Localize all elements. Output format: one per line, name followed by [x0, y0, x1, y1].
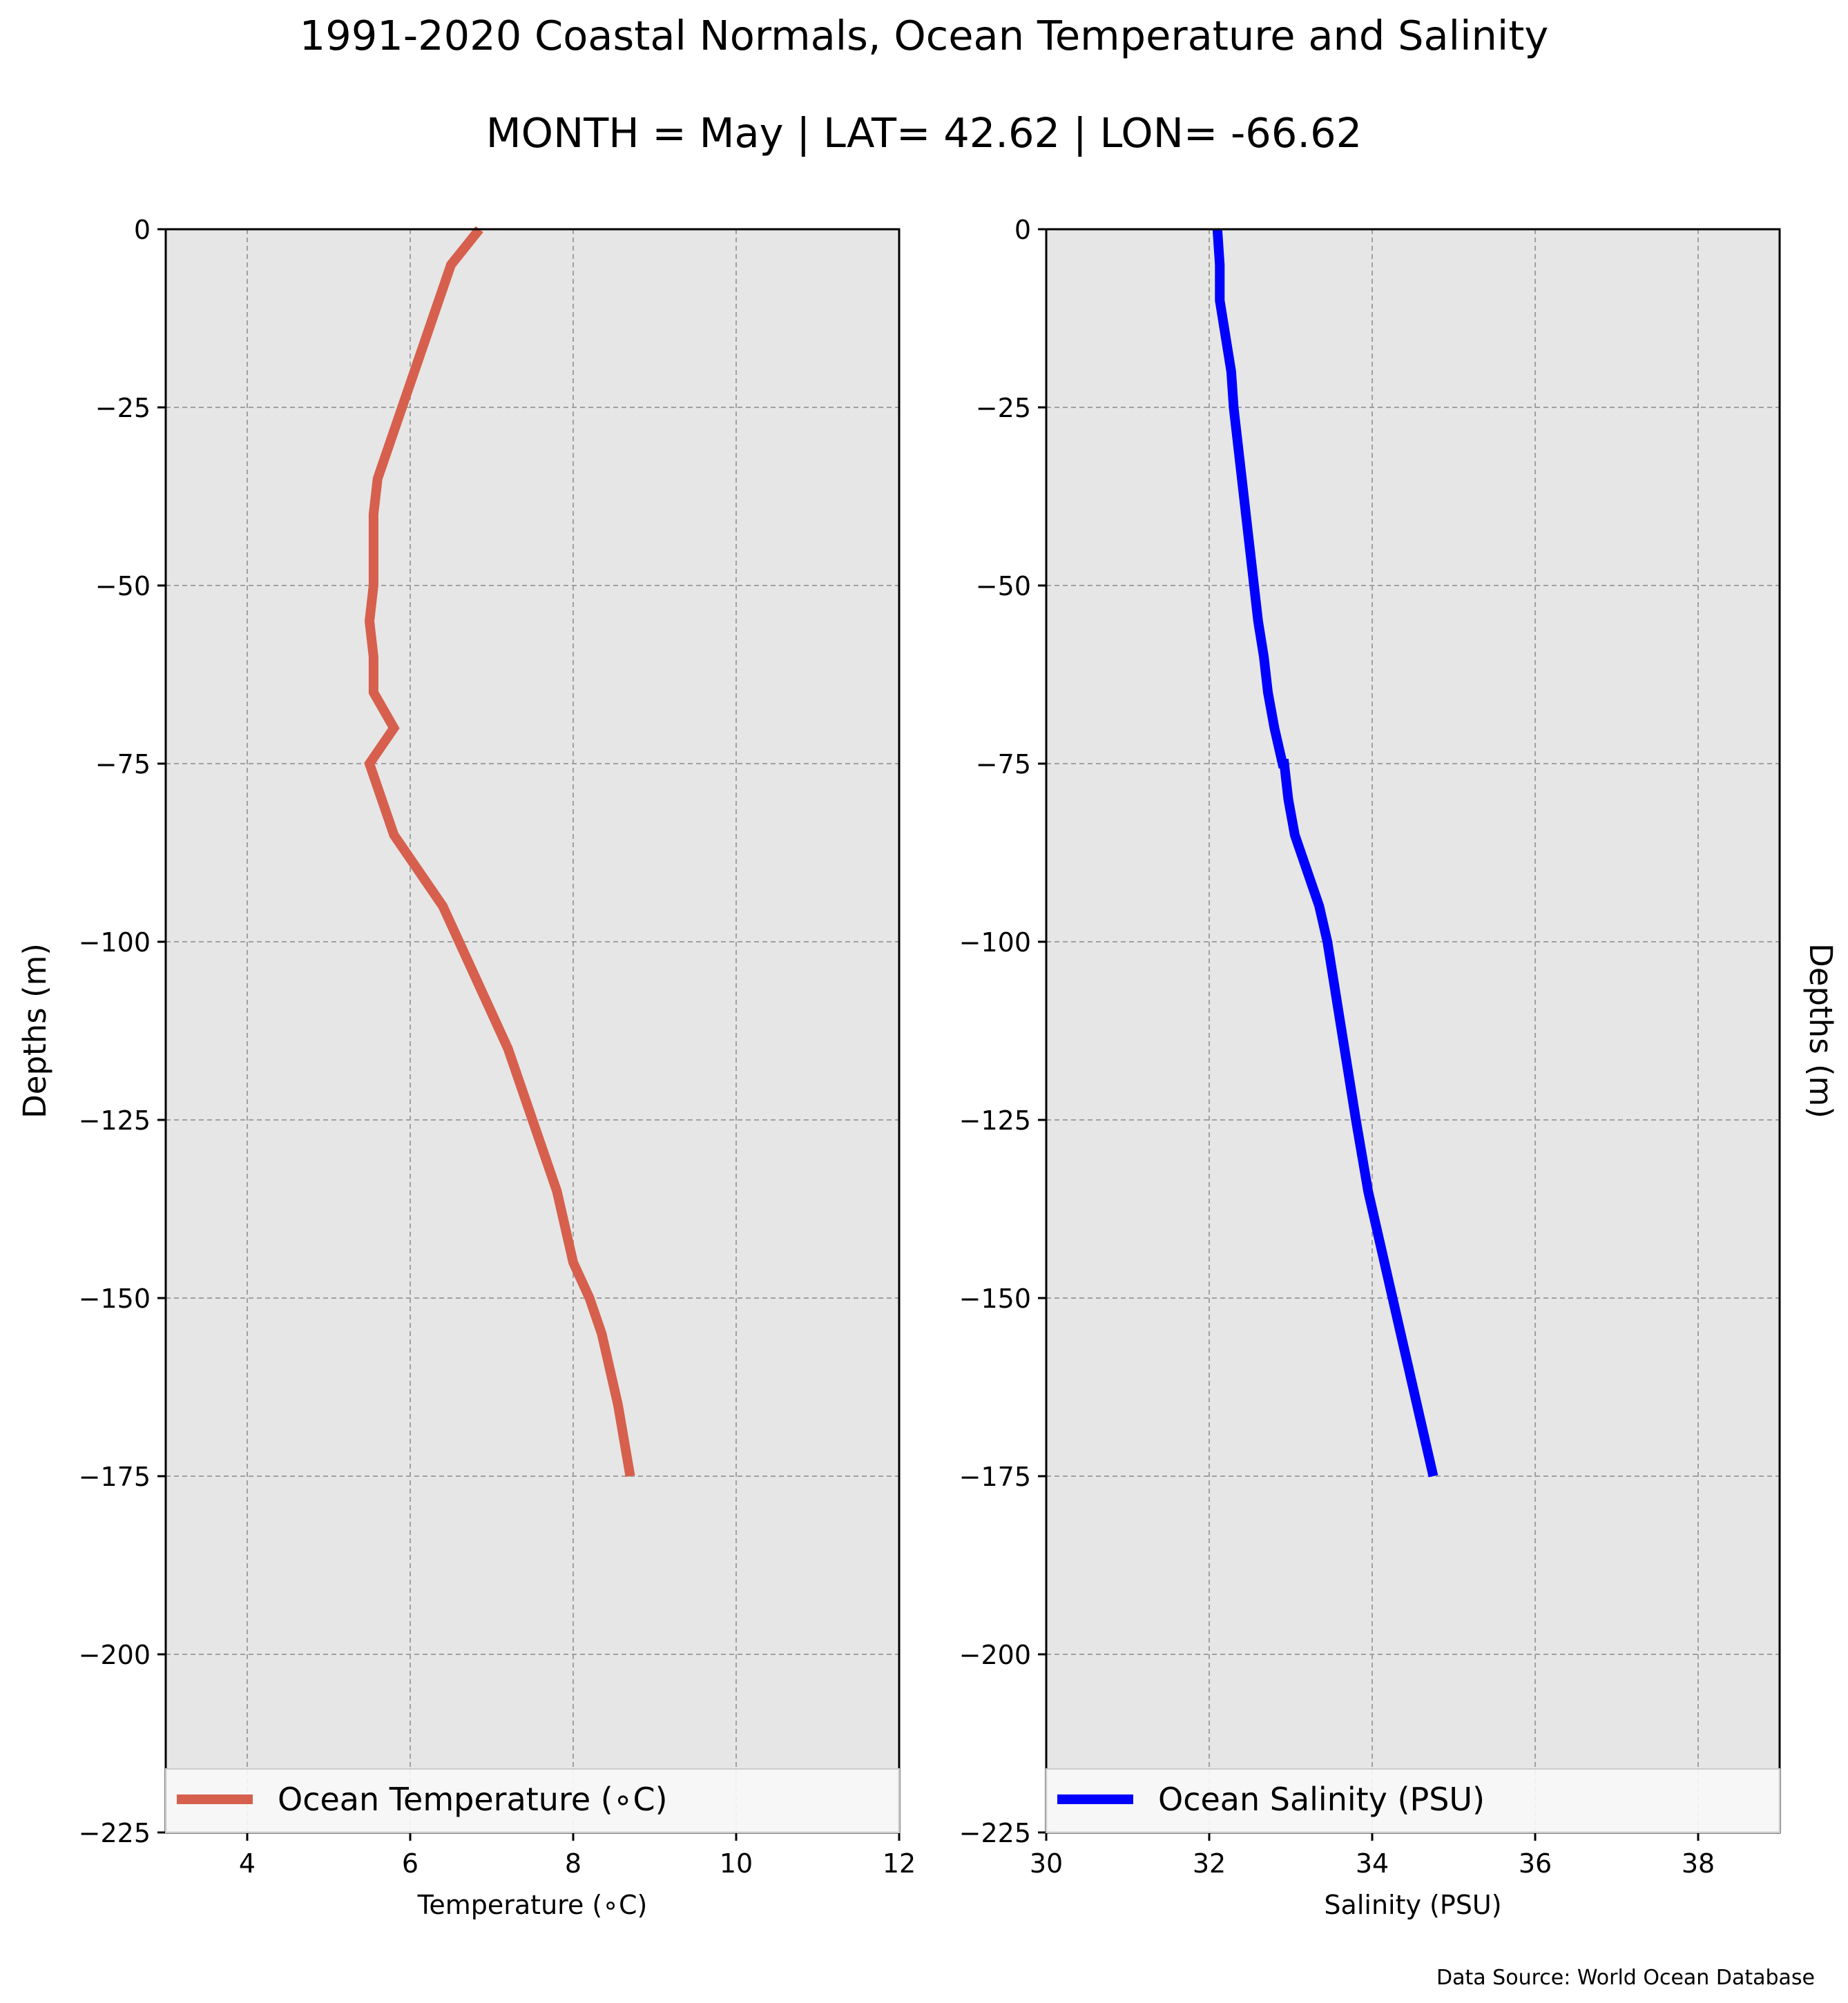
salinity-x-axis-label: Salinity (PSU) [1324, 1890, 1501, 1920]
sal-y-tick-label: −75 [976, 749, 1031, 780]
temp-y-tick-label: 0 [134, 215, 151, 245]
salinity-y-ticks: 0 −25 −50 −75 −100 −125 −150 −175 −200 −225 [959, 215, 1046, 1848]
salinity-legend: Ocean Salinity (PSU) [1046, 1768, 1780, 1833]
temperature-panel: 4 6 8 10 12 0 −25 −50 −75 −100 −125 −150 −175 −200 −2… [17, 215, 916, 1920]
temp-y-tick-label: −125 [79, 1105, 151, 1136]
temp-y-tick-label: −225 [79, 1818, 151, 1848]
temp-x-tick-label: 4 [239, 1848, 256, 1879]
temp-x-tick-label: 12 [883, 1848, 916, 1879]
salinity-plot-area [1046, 229, 1780, 1832]
temp-y-tick-label: −100 [79, 927, 151, 958]
chart-subtitle: MONTH = May | LAT= 42.62 | LON= -66.62 [486, 109, 1362, 157]
sal-y-tick-label: −225 [959, 1818, 1031, 1848]
temperature-legend-box [165, 1768, 900, 1833]
salinity-y-axis-label: Depths (m) [1802, 943, 1839, 1119]
temperature-legend-label: Ocean Temperature (∘C) [278, 1781, 668, 1818]
salinity-x-ticks: 30 32 34 36 38 [1030, 1832, 1715, 1879]
sal-x-tick-label: 32 [1193, 1848, 1226, 1879]
sal-x-tick-label: 38 [1682, 1848, 1715, 1879]
sal-y-tick-label: 0 [1014, 215, 1031, 245]
salinity-series-line [1212, 229, 1438, 1478]
temperature-x-axis-label: Temperature (∘C) [417, 1890, 648, 1920]
sal-x-tick-label: 30 [1030, 1848, 1063, 1879]
sal-y-tick-label: −175 [959, 1462, 1031, 1492]
temp-y-tick-label: −50 [95, 571, 151, 601]
temp-x-tick-label: 10 [720, 1848, 753, 1879]
sal-y-tick-label: −125 [959, 1105, 1031, 1136]
temp-y-tick-label: −200 [79, 1640, 151, 1670]
temp-y-tick-label: −25 [95, 393, 151, 423]
data-source-note: Data Source: World Ocean Database [1436, 1966, 1815, 1990]
temperature-y-axis-label: Depths (m) [17, 943, 53, 1119]
sal-y-tick-label: −200 [959, 1640, 1031, 1670]
temperature-series-line [364, 226, 635, 1478]
temp-y-tick-label: −175 [79, 1462, 151, 1492]
salinity-legend-box [1046, 1768, 1780, 1833]
sal-x-tick-label: 34 [1356, 1848, 1389, 1879]
temperature-plot-area [166, 229, 899, 1832]
temperature-y-ticks: 0 −25 −50 −75 −100 −125 −150 −175 −200 −225 [79, 215, 166, 1848]
salinity-legend-label: Ocean Salinity (PSU) [1158, 1781, 1485, 1818]
temp-y-tick-label: −150 [79, 1284, 151, 1314]
chart-title: 1991-2020 Coastal Normals, Ocean Tempera… [300, 12, 1549, 59]
temperature-x-ticks: 4 6 8 10 12 [239, 1832, 916, 1879]
sal-x-tick-label: 36 [1519, 1848, 1552, 1879]
temp-x-tick-label: 8 [565, 1848, 581, 1879]
sal-y-tick-label: −25 [976, 393, 1031, 423]
temp-y-tick-label: −75 [95, 749, 151, 780]
salinity-panel: 30 32 34 36 38 0 −25 −50 −75 −100 −125 −150 −175 −20… [959, 215, 1839, 1920]
sal-y-tick-label: −150 [959, 1284, 1031, 1314]
sal-y-tick-label: −50 [976, 571, 1031, 601]
sal-y-tick-label: −100 [959, 927, 1031, 958]
temp-x-tick-label: 6 [402, 1848, 418, 1879]
temperature-legend: Ocean Temperature (∘C) [165, 1768, 900, 1833]
